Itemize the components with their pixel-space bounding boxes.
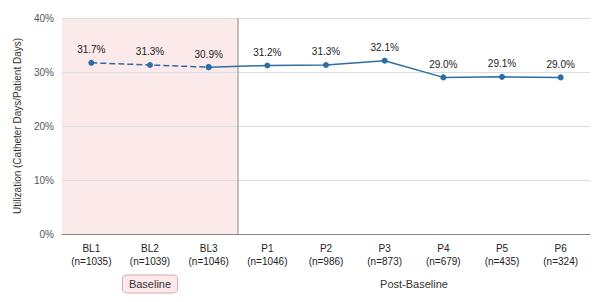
svg-text:P6: P6 [555, 243, 568, 254]
svg-text:BL3: BL3 [200, 243, 218, 254]
svg-text:BL2: BL2 [141, 243, 159, 254]
svg-text:30.9%: 30.9% [194, 49, 222, 60]
svg-text:(n=435): (n=435) [485, 256, 520, 267]
svg-text:Post-Baseline: Post-Baseline [380, 278, 448, 290]
svg-text:29.1%: 29.1% [488, 58, 516, 69]
svg-text:(n=873): (n=873) [367, 256, 402, 267]
svg-text:(n=1046): (n=1046) [247, 256, 287, 267]
svg-text:29.0%: 29.0% [429, 59, 457, 70]
svg-text:29.0%: 29.0% [546, 59, 574, 70]
svg-text:0%: 0% [40, 229, 55, 240]
svg-text:31.2%: 31.2% [253, 47, 281, 58]
svg-text:31.3%: 31.3% [312, 46, 340, 57]
svg-text:32.1%: 32.1% [370, 42, 398, 53]
svg-text:(n=679): (n=679) [426, 256, 461, 267]
svg-text:40%: 40% [34, 13, 54, 24]
svg-text:P5: P5 [496, 243, 509, 254]
svg-text:(n=986): (n=986) [309, 256, 344, 267]
svg-text:(n=324): (n=324) [543, 256, 578, 267]
svg-text:Utilization (Catheter Days/Pat: Utilization (Catheter Days/Patient Days) [12, 38, 23, 214]
svg-text:31.3%: 31.3% [136, 46, 164, 57]
svg-text:P4: P4 [437, 243, 450, 254]
svg-text:(n=1046): (n=1046) [189, 256, 229, 267]
svg-text:10%: 10% [34, 175, 54, 186]
svg-text:BL1: BL1 [82, 243, 100, 254]
svg-text:31.7%: 31.7% [77, 44, 105, 55]
svg-text:P3: P3 [379, 243, 392, 254]
svg-text:P2: P2 [320, 243, 333, 254]
svg-text:P1: P1 [261, 243, 274, 254]
svg-text:(n=1039): (n=1039) [130, 256, 170, 267]
svg-text:30%: 30% [34, 67, 54, 78]
svg-text:(n=1035): (n=1035) [71, 256, 111, 267]
svg-text:20%: 20% [34, 121, 54, 132]
svg-text:Baseline: Baseline [129, 278, 171, 290]
